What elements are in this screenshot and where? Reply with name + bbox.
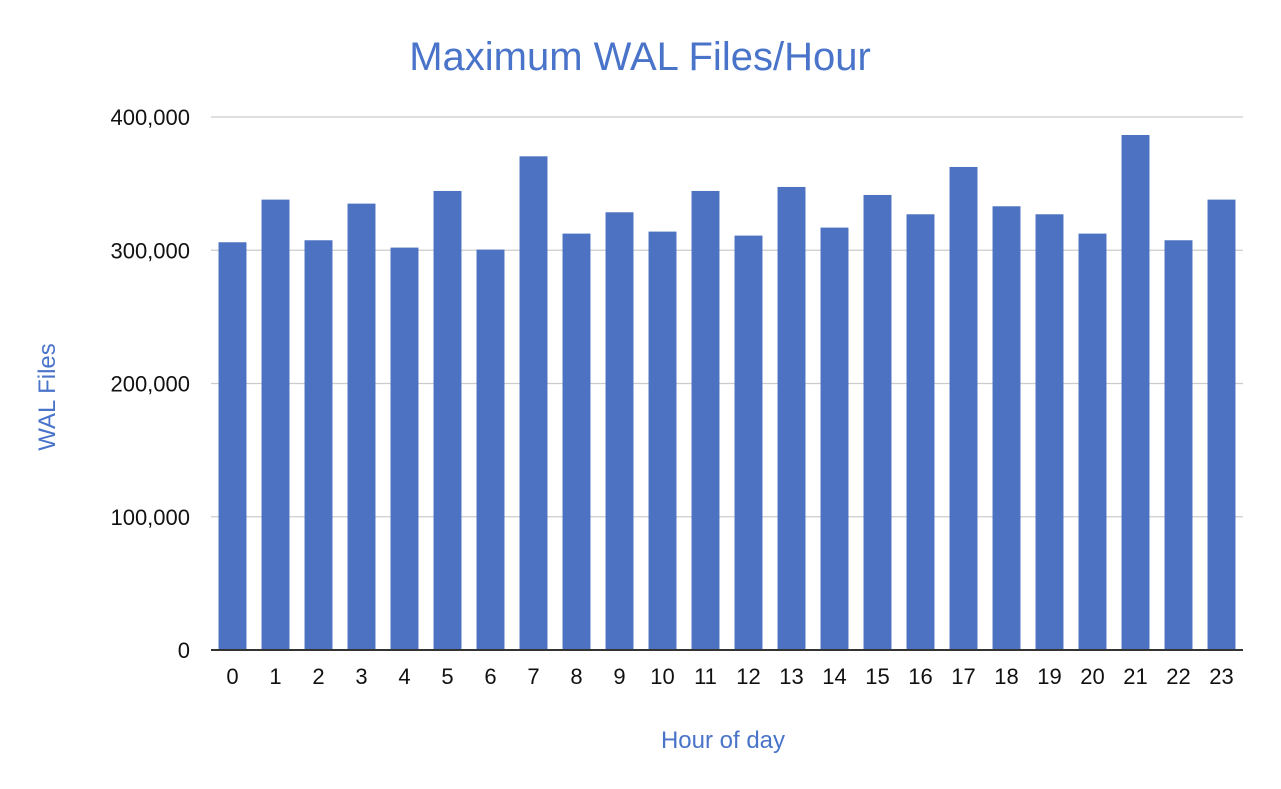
x-tick-label: 21 bbox=[1123, 664, 1147, 689]
x-tick-label: 3 bbox=[355, 664, 367, 689]
bar bbox=[605, 212, 634, 650]
x-tick-label: 15 bbox=[865, 664, 889, 689]
bar bbox=[691, 190, 720, 651]
bars bbox=[218, 134, 1236, 651]
y-tick-label: 300,000 bbox=[110, 238, 190, 263]
bar bbox=[992, 206, 1021, 650]
bar bbox=[218, 242, 247, 650]
bar bbox=[390, 247, 419, 650]
x-tick-label: 1 bbox=[269, 664, 281, 689]
bar bbox=[1207, 199, 1236, 651]
x-tick-label: 11 bbox=[694, 664, 717, 689]
y-tick-label: 0 bbox=[178, 638, 190, 663]
y-tick-label: 200,000 bbox=[110, 372, 190, 397]
x-axis-ticks: 0 1 2 3 4 5 6 7 8 9 10 11 12 13 14 15 16 17 18 19 20 21 22 23 bbox=[226, 664, 1233, 689]
x-tick-label: 4 bbox=[398, 664, 410, 689]
x-tick-label: 6 bbox=[484, 664, 496, 689]
bar bbox=[777, 186, 806, 651]
bar bbox=[820, 227, 849, 650]
bar bbox=[1121, 134, 1150, 650]
x-tick-label: 2 bbox=[312, 664, 324, 689]
y-tick-label: 100,000 bbox=[110, 505, 190, 530]
bar bbox=[906, 214, 935, 650]
x-tick-label: 23 bbox=[1209, 664, 1233, 689]
x-tick-label: 17 bbox=[951, 664, 975, 689]
x-tick-label: 20 bbox=[1080, 664, 1104, 689]
x-tick-label: 0 bbox=[226, 664, 238, 689]
x-tick-label: 14 bbox=[822, 664, 846, 689]
x-tick-label: 7 bbox=[527, 664, 539, 689]
bar bbox=[648, 231, 677, 650]
bar bbox=[261, 199, 290, 651]
x-tick-label: 13 bbox=[779, 664, 803, 689]
x-axis-title: Hour of day bbox=[661, 727, 785, 754]
bar bbox=[476, 249, 505, 651]
bar bbox=[949, 166, 978, 650]
chart-title: Maximum WAL Files/Hour bbox=[409, 35, 871, 79]
bar bbox=[1035, 214, 1064, 650]
x-tick-label: 5 bbox=[441, 664, 453, 689]
bar bbox=[1078, 233, 1107, 650]
bar bbox=[863, 194, 892, 651]
y-axis-title: WAL Files bbox=[34, 343, 61, 451]
y-tick-label: 400,000 bbox=[110, 105, 190, 130]
x-tick-label: 9 bbox=[613, 664, 625, 689]
bar bbox=[734, 235, 763, 650]
x-tick-label: 10 bbox=[650, 664, 674, 689]
bar bbox=[519, 156, 548, 650]
bar bbox=[304, 240, 333, 650]
x-tick-label: 19 bbox=[1037, 664, 1061, 689]
bar bbox=[347, 203, 376, 651]
x-tick-label: 18 bbox=[994, 664, 1018, 689]
x-tick-label: 16 bbox=[908, 664, 932, 689]
y-axis-ticks: 0 100,000 200,000 300,000 400,000 bbox=[110, 105, 190, 663]
x-tick-label: 12 bbox=[736, 664, 760, 689]
x-tick-label: 8 bbox=[570, 664, 582, 689]
bar bbox=[562, 233, 591, 650]
gridlines bbox=[211, 116, 1243, 518]
x-tick-label: 22 bbox=[1166, 664, 1190, 689]
bar bbox=[433, 190, 462, 651]
bar bbox=[1164, 240, 1193, 650]
